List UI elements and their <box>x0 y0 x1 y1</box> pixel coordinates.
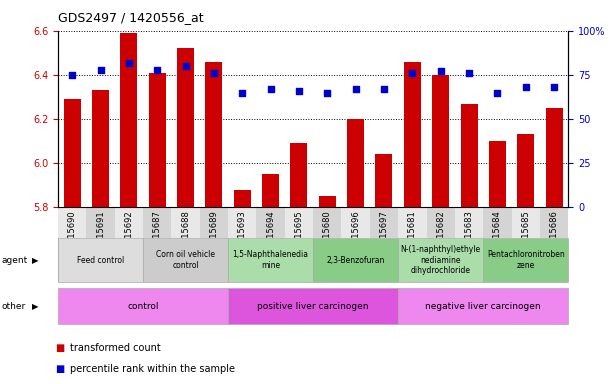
Point <box>266 86 276 92</box>
Bar <box>517 134 534 207</box>
Point <box>464 70 474 76</box>
Text: control: control <box>127 302 159 311</box>
Bar <box>432 75 449 207</box>
Text: agent: agent <box>1 256 27 265</box>
Point <box>436 68 445 74</box>
Text: ■: ■ <box>55 343 64 353</box>
Text: transformed count: transformed count <box>70 343 161 353</box>
Text: other: other <box>1 302 26 311</box>
Text: Corn oil vehicle
control: Corn oil vehicle control <box>156 250 215 270</box>
Bar <box>64 99 81 207</box>
Point <box>238 89 247 96</box>
Point <box>408 70 417 76</box>
Point <box>323 89 332 96</box>
Point <box>181 63 191 69</box>
Text: negative liver carcinogen: negative liver carcinogen <box>425 302 541 311</box>
Text: GDS2497 / 1420556_at: GDS2497 / 1420556_at <box>58 12 203 25</box>
Bar <box>177 48 194 207</box>
Point <box>351 86 360 92</box>
Bar <box>205 61 222 207</box>
Bar <box>347 119 364 207</box>
Point <box>492 89 502 96</box>
Point <box>521 84 530 90</box>
Bar <box>148 73 166 207</box>
Bar <box>120 33 137 207</box>
Bar <box>461 104 478 207</box>
Text: positive liver carcinogen: positive liver carcinogen <box>257 302 369 311</box>
Text: percentile rank within the sample: percentile rank within the sample <box>70 364 235 374</box>
Point <box>209 70 219 76</box>
Bar <box>376 154 392 207</box>
Bar <box>489 141 506 207</box>
Text: ▶: ▶ <box>32 256 38 265</box>
Point <box>96 66 106 73</box>
Point <box>379 86 389 92</box>
Point <box>549 84 559 90</box>
Bar <box>546 108 563 207</box>
Text: N-(1-naphthyl)ethyle
nediamine
dihydrochloride: N-(1-naphthyl)ethyle nediamine dihydroch… <box>401 245 481 275</box>
Bar <box>290 143 307 207</box>
Point <box>67 72 77 78</box>
Bar <box>92 90 109 207</box>
Text: ■: ■ <box>55 364 64 374</box>
Bar <box>319 196 336 207</box>
Text: ▶: ▶ <box>32 302 38 311</box>
Bar <box>234 190 251 207</box>
Text: Feed control: Feed control <box>77 256 124 265</box>
Point <box>294 88 304 94</box>
Bar <box>404 61 421 207</box>
Point <box>152 66 162 73</box>
Point <box>124 60 134 66</box>
Text: Pentachloronitroben
zene: Pentachloronitroben zene <box>487 250 565 270</box>
Text: 2,3-Benzofuran: 2,3-Benzofuran <box>326 256 385 265</box>
Bar <box>262 174 279 207</box>
Text: 1,5-Naphthalenedia
mine: 1,5-Naphthalenedia mine <box>233 250 309 270</box>
